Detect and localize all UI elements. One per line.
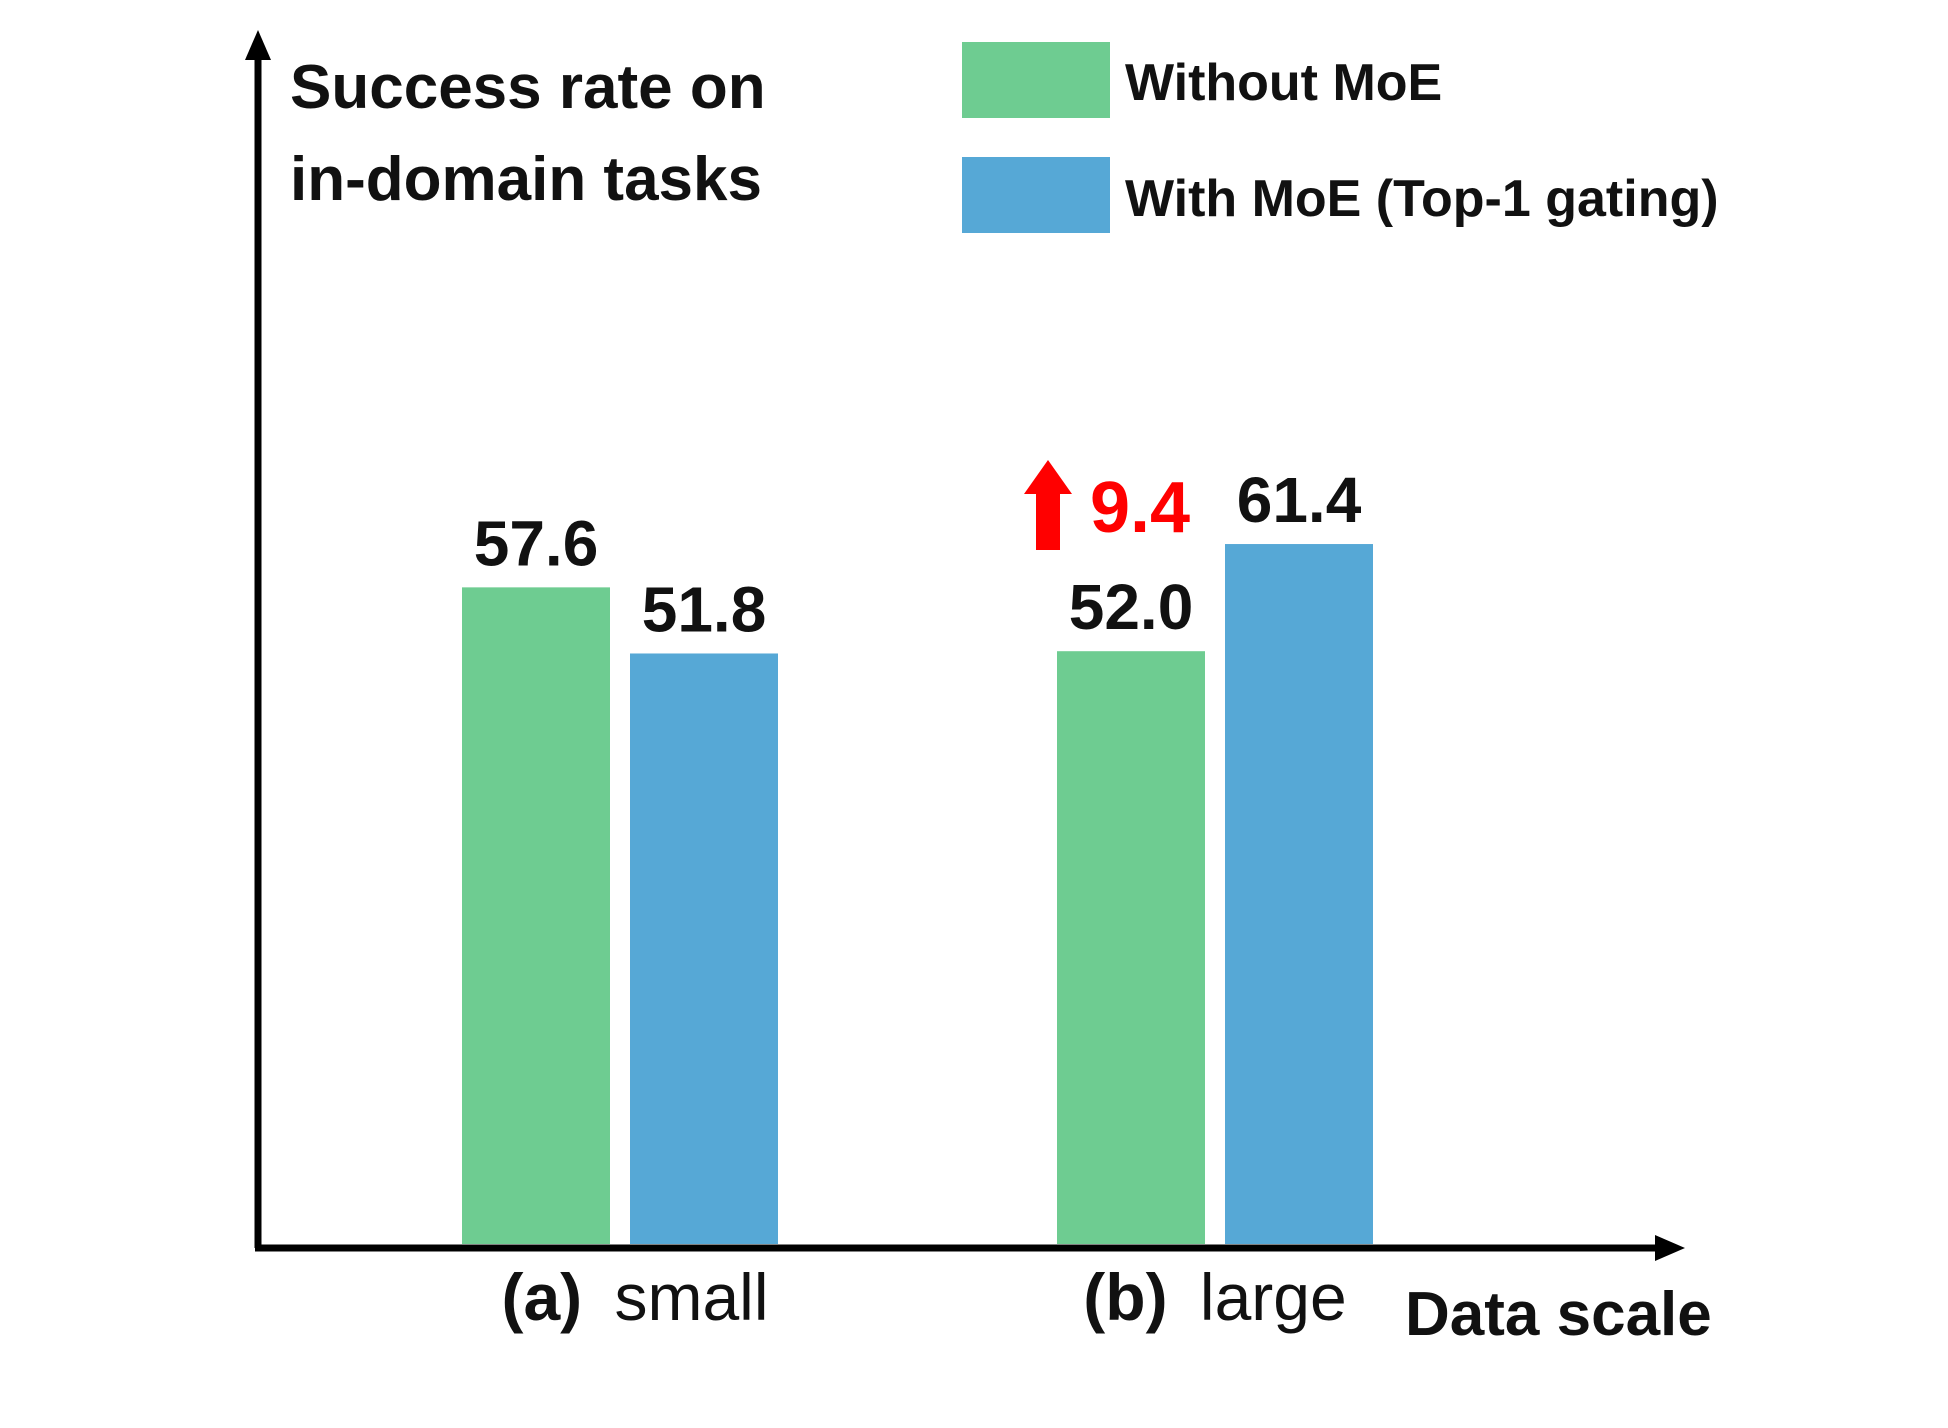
- improvement-annotation: 9.4: [1024, 460, 1190, 550]
- category-label-large: (b) large: [1083, 1260, 1346, 1334]
- legend: Without MoE With MoE (Top-1 gating): [962, 42, 1719, 233]
- y-axis-label-line-1: Success rate on: [290, 53, 766, 122]
- legend-label-without-moe: Without MoE: [1125, 54, 1442, 112]
- x-axis-label: Data scale: [1405, 1280, 1712, 1349]
- category-prefix-small: (a): [501, 1260, 582, 1334]
- data-label-without-moe-large: 52.0: [1069, 571, 1194, 643]
- x-axis-arrow: [1655, 1235, 1685, 1261]
- category-prefix-large: (b): [1083, 1260, 1167, 1334]
- data-label-with-moe-large: 61.4: [1237, 464, 1362, 536]
- bar-with-moe-large: [1225, 544, 1373, 1244]
- legend-swatch-without-moe: [962, 42, 1110, 118]
- legend-swatch-with-moe: [962, 157, 1110, 233]
- up-arrow-icon: [1024, 460, 1072, 550]
- bar-with-moe-small: [630, 653, 778, 1244]
- category-label-small: (a) small: [501, 1260, 768, 1334]
- y-axis-arrow: [245, 30, 271, 60]
- data-label-with-moe-small: 51.8: [642, 573, 767, 645]
- legend-label-with-moe: With MoE (Top-1 gating): [1125, 170, 1719, 228]
- bar-without-moe-small: [462, 587, 610, 1244]
- bar-without-moe-large: [1057, 651, 1205, 1244]
- y-axis-label-line-2: in-domain tasks: [290, 145, 762, 214]
- data-label-without-moe-small: 57.6: [474, 507, 599, 579]
- category-name-large: large: [1200, 1260, 1347, 1334]
- category-name-small: small: [615, 1260, 769, 1334]
- improvement-value: 9.4: [1090, 468, 1190, 548]
